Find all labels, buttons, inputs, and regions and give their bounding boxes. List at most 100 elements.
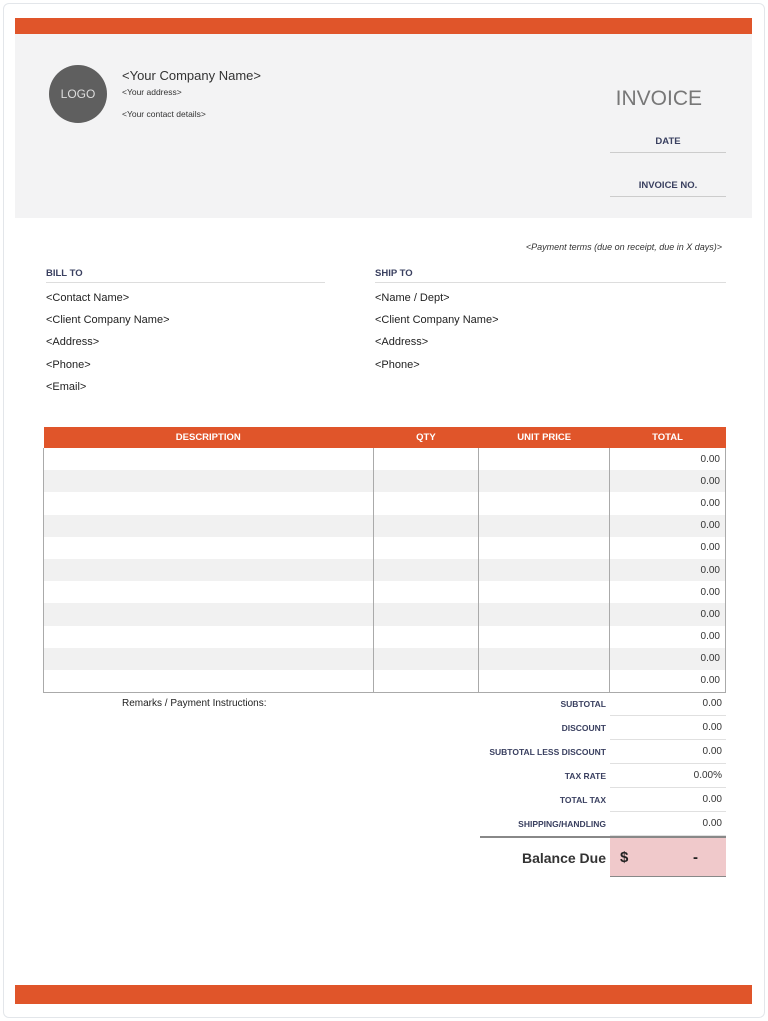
cell-qty[interactable]	[372, 470, 480, 493]
cell-total[interactable]: 0.00	[609, 581, 726, 604]
summary-value[interactable]: 0.00%	[610, 764, 726, 788]
col-description: DESCRIPTION	[43, 427, 373, 448]
cell-total[interactable]: 0.00	[609, 647, 726, 670]
cell-description[interactable]	[43, 581, 374, 604]
cell-qty[interactable]	[372, 647, 480, 670]
cell-description[interactable]	[43, 470, 374, 493]
bill-to-company[interactable]: <Client Company Name>	[46, 314, 170, 326]
table-row: 0.00	[43, 669, 726, 693]
summary-value[interactable]: 0.00	[610, 716, 726, 740]
summary-label: TAX RATE	[564, 771, 606, 781]
company-address[interactable]: <Your address>	[122, 87, 182, 97]
cell-unit-price[interactable]	[478, 669, 611, 693]
balance-amount: -	[693, 848, 698, 866]
cell-total[interactable]: 0.00	[609, 603, 726, 626]
bill-to-address[interactable]: <Address>	[46, 336, 100, 348]
cell-unit-price[interactable]	[478, 603, 611, 626]
summary-label: DISCOUNT	[561, 723, 606, 733]
cell-description[interactable]	[43, 603, 374, 626]
company-contact[interactable]: <Your contact details>	[122, 109, 206, 119]
cell-description[interactable]	[43, 514, 374, 537]
cell-unit-price[interactable]	[478, 581, 611, 604]
summary-label: TOTAL TAX	[559, 795, 606, 805]
table-row: 0.00	[43, 558, 726, 582]
cell-total[interactable]: 0.00	[609, 536, 726, 559]
balance-due-row: Balance Due $ -	[480, 836, 726, 877]
currency-symbol: $	[620, 848, 629, 866]
table-row: 0.00	[43, 647, 726, 670]
cell-qty[interactable]	[372, 581, 480, 604]
cell-description[interactable]	[43, 558, 374, 582]
summary-label: SUBTOTAL LESS DISCOUNT	[489, 747, 606, 757]
summary-row: SHIPPING/HANDLING 0.00	[480, 812, 726, 836]
bill-to-phone[interactable]: <Phone>	[46, 359, 91, 371]
cell-unit-price[interactable]	[478, 647, 611, 670]
bill-to-heading: BILL TO	[46, 268, 325, 283]
cell-description[interactable]	[43, 448, 374, 471]
cell-unit-price[interactable]	[478, 448, 611, 471]
table-row: 0.00	[43, 470, 726, 493]
col-unit-price: UNIT PRICE	[478, 427, 610, 448]
cell-description[interactable]	[43, 625, 374, 648]
cell-qty[interactable]	[372, 448, 480, 471]
bill-to-email[interactable]: <Email>	[46, 381, 87, 393]
ship-to-phone[interactable]: <Phone>	[375, 359, 420, 371]
summary-row: SUBTOTAL 0.00	[480, 692, 726, 716]
top-accent-bar	[15, 18, 752, 34]
line-items-table: DESCRIPTION QTY UNIT PRICE TOTAL 0.00 0.0…	[43, 427, 726, 693]
bottom-accent-bar	[15, 985, 752, 1004]
cell-qty[interactable]	[372, 625, 480, 648]
table-row: 0.00	[43, 603, 726, 626]
col-qty: QTY	[373, 427, 479, 448]
ship-to-name[interactable]: <Name / Dept>	[375, 292, 450, 304]
cell-description[interactable]	[43, 647, 374, 670]
summary-block: SUBTOTAL 0.00 DISCOUNT 0.00 SUBTOTAL LESS DI…	[480, 692, 726, 877]
summary-value[interactable]: 0.00	[610, 788, 726, 812]
page-frame	[3, 3, 765, 1018]
cell-description[interactable]	[43, 669, 374, 693]
payment-terms[interactable]: <Payment terms (due on receipt, due in X…	[525, 242, 722, 252]
table-row: 0.00	[43, 536, 726, 559]
balance-due-value: $ -	[610, 838, 726, 877]
cell-qty[interactable]	[372, 514, 480, 537]
summary-row: TAX RATE 0.00%	[480, 764, 726, 788]
invoice-number-field[interactable]: INVOICE NO.	[610, 180, 726, 197]
cell-qty[interactable]	[372, 536, 480, 559]
cell-total[interactable]: 0.00	[609, 514, 726, 537]
table-row: 0.00	[43, 514, 726, 537]
cell-unit-price[interactable]	[478, 558, 611, 582]
cell-unit-price[interactable]	[478, 514, 611, 537]
cell-unit-price[interactable]	[478, 492, 611, 515]
summary-label: SUBTOTAL	[560, 699, 607, 709]
cell-qty[interactable]	[372, 558, 480, 582]
invoice-header: LOGO <Your Company Name> <Your address> …	[15, 34, 752, 218]
cell-total[interactable]: 0.00	[609, 669, 726, 693]
summary-value[interactable]: 0.00	[610, 692, 726, 716]
ship-to-company[interactable]: <Client Company Name>	[375, 314, 499, 326]
cell-total[interactable]: 0.00	[609, 470, 726, 493]
summary-value[interactable]: 0.00	[610, 740, 726, 764]
invoice-title: INVOICE	[615, 87, 702, 110]
cell-unit-price[interactable]	[478, 536, 611, 559]
cell-qty[interactable]	[372, 492, 480, 515]
balance-due-label: Balance Due	[521, 850, 606, 866]
cell-total[interactable]: 0.00	[609, 492, 726, 515]
ship-to-address[interactable]: <Address>	[375, 336, 429, 348]
table-row: 0.00	[43, 492, 726, 515]
company-name[interactable]: <Your Company Name>	[122, 68, 261, 83]
cell-unit-price[interactable]	[478, 470, 611, 493]
cell-unit-price[interactable]	[478, 625, 611, 648]
summary-row: TOTAL TAX 0.00	[480, 788, 726, 812]
date-field[interactable]: DATE	[610, 136, 726, 153]
summary-label: SHIPPING/HANDLING	[518, 819, 606, 829]
cell-total[interactable]: 0.00	[609, 625, 726, 648]
cell-total[interactable]: 0.00	[609, 448, 726, 471]
cell-description[interactable]	[43, 536, 374, 559]
cell-description[interactable]	[43, 492, 374, 515]
summary-value[interactable]: 0.00	[610, 812, 726, 836]
cell-qty[interactable]	[372, 669, 480, 693]
cell-qty[interactable]	[372, 603, 480, 626]
cell-total[interactable]: 0.00	[609, 558, 726, 582]
bill-to-contact[interactable]: <Contact Name>	[46, 292, 130, 304]
table-row: 0.00	[43, 625, 726, 648]
